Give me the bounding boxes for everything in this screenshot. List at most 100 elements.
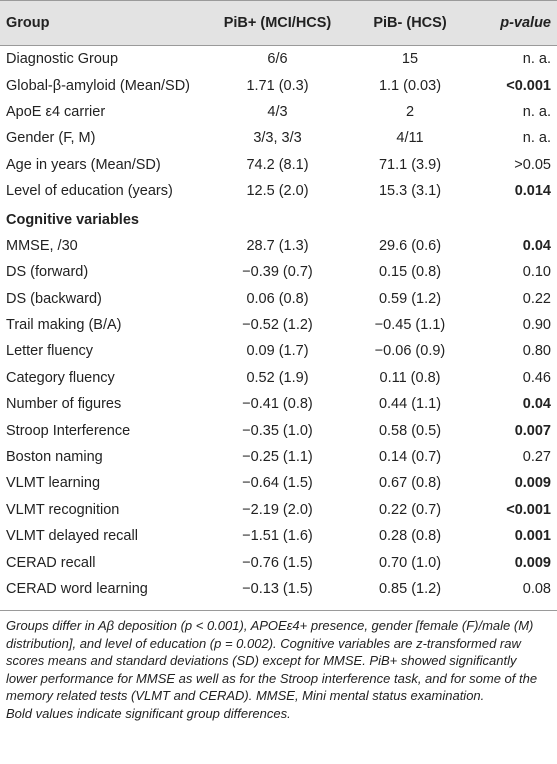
cell-p-value: 0.80	[522, 343, 551, 360]
cell-pib-negative: −0.06 (0.9)	[374, 343, 446, 360]
cell-group: Age in years (Mean/SD)	[6, 156, 161, 173]
cell-pib-negative: 15	[401, 51, 419, 68]
table-row: Gender (F, M) 3/3, 3/3 4/11 n. a.	[0, 125, 557, 151]
cell-p-value: 0.04	[522, 396, 551, 413]
footnote-text: Groups differ in Aβ deposition (p < 0.00…	[6, 618, 538, 704]
table-row: MMSE, /30 28.7 (1.3) 29.6 (0.6) 0.04	[0, 233, 557, 259]
cell-group: Category fluency	[6, 369, 115, 386]
table-row: DS (backward) 0.06 (0.8) 0.59 (1.2) 0.22	[0, 286, 557, 312]
cell-p-value: 0.27	[522, 449, 551, 466]
cell-group: MMSE, /30	[6, 237, 78, 254]
table-row: VLMT delayed recall −1.51 (1.6) 0.28 (0.8)…	[0, 523, 557, 549]
table-row: VLMT learning −0.64 (1.5) 0.67 (0.8) 0.009	[0, 470, 557, 496]
section-row-group: Cognitive variables	[0, 204, 557, 232]
cell-p-value: 0.10	[522, 264, 551, 281]
cell-pib-positive: 74.2 (8.1)	[246, 156, 309, 173]
cell-pib-negative: 0.22 (0.7)	[378, 501, 442, 518]
table-row: CERAD recall −0.76 (1.5) 0.70 (1.0) 0.009	[0, 549, 557, 575]
cell-group: ApoE ε4 carrier	[6, 103, 106, 120]
cell-group: VLMT delayed recall	[6, 528, 138, 545]
cell-group: Stroop Interference	[6, 422, 131, 439]
cell-group: Gender (F, M)	[6, 130, 96, 147]
cell-pib-negative: 2	[405, 103, 415, 120]
cell-group: Letter fluency	[6, 343, 94, 360]
cell-p-value: 0.009	[514, 475, 551, 492]
cell-pib-positive: 0.52 (1.9)	[246, 369, 309, 386]
cell-pib-negative: 0.85 (1.2)	[378, 581, 442, 597]
cell-group: Trail making (B/A)	[6, 317, 122, 334]
cell-pib-negative: 15.3 (3.1)	[378, 183, 442, 200]
cell-group: Boston naming	[6, 449, 103, 466]
table-row: Category fluency 0.52 (1.9) 0.11 (0.8) 0.46	[0, 365, 557, 391]
cell-p-value: 0.009	[514, 554, 551, 571]
cell-group: Global-β-amyloid (Mean/SD)	[6, 77, 191, 94]
footnote-divider	[0, 610, 557, 612]
table-row: DS (forward) −0.39 (0.7) 0.15 (0.8) 0.10	[0, 259, 557, 285]
cell-p-value: 0.22	[522, 290, 551, 307]
cell-group: VLMT learning	[6, 475, 101, 492]
cell-p-value: 0.014	[514, 183, 551, 200]
demographic-rows: Diagnostic Group 6/6 15 n. a. Global-β-amylo…	[0, 46, 557, 205]
cell-group: Number of figures	[6, 396, 122, 413]
cell-pib-negative: 0.11 (0.8)	[379, 369, 441, 386]
cell-group: DS (forward)	[6, 264, 89, 281]
cell-pib-negative: −0.45 (1.1)	[374, 317, 446, 334]
cell-p-value: <0.001	[506, 77, 551, 94]
table-row: Stroop Interference −0.35 (1.0) 0.58 (0.5)…	[0, 417, 557, 443]
cell-pib-positive: 0.06 (0.8)	[246, 290, 309, 307]
cell-pib-negative: 1.1 (0.03)	[378, 77, 442, 94]
cell-pib-negative: 0.59 (1.2)	[378, 290, 442, 307]
table-row: Level of education (years) 12.5 (2.0) 15.3…	[0, 178, 557, 204]
cell-pib-positive: −0.41 (0.8)	[242, 396, 313, 413]
cell-pib-negative: 0.67 (0.8)	[378, 475, 442, 492]
header-p-value: p-value	[470, 0, 557, 46]
table-row: Diagnostic Group 6/6 15 n. a.	[0, 46, 557, 73]
cell-p-value: 0.90	[522, 317, 551, 334]
cell-p-value: n. a.	[522, 51, 551, 68]
cell-pib-positive: 0.09 (1.7)	[246, 343, 309, 360]
table-row: Letter fluency 0.09 (1.7) −0.06 (0.9) 0.80	[0, 338, 557, 364]
cell-p-value: 0.08	[522, 581, 551, 597]
cell-pib-positive: −0.39 (0.7)	[242, 264, 313, 281]
cell-pib-negative: 29.6 (0.6)	[378, 237, 442, 254]
cell-pib-negative: 0.44 (1.1)	[378, 396, 442, 413]
table-row: ApoE ε4 carrier 4/3 2 n. a.	[0, 99, 557, 125]
table-row: Number of figures −0.41 (0.8) 0.44 (1.1) 0.…	[0, 391, 557, 417]
table-row: Boston naming −0.25 (1.1) 0.14 (0.7) 0.27	[0, 444, 557, 470]
cell-p-value: 0.46	[522, 369, 551, 386]
table-header: Group PiB+ (MCI/HCS) PiB- (HCS) p-value	[0, 0, 557, 46]
cell-pib-negative: 0.70 (1.0)	[378, 554, 442, 571]
cell-pib-positive: 6/6	[267, 51, 288, 68]
header-pib-positive: PiB+ (MCI/HCS)	[205, 0, 350, 46]
table-row: Age in years (Mean/SD) 74.2 (8.1) 71.1 (3.…	[0, 152, 557, 178]
table-footnotes: Groups differ in Aβ deposition (p < 0.00…	[0, 611, 557, 722]
cell-pib-negative: 0.28 (0.8)	[378, 528, 442, 545]
header-pib-negative: PiB- (HCS)	[350, 0, 470, 46]
cell-group: CERAD word learning	[6, 581, 148, 597]
cell-pib-positive: −0.52 (1.2)	[242, 317, 313, 334]
cell-p-value: 0.001	[514, 528, 551, 545]
cell-pib-positive: −0.76 (1.5)	[242, 554, 313, 571]
table-row: Trail making (B/A) −0.52 (1.2) −0.45 (1.1)…	[0, 312, 557, 338]
cell-p-value: n. a.	[522, 103, 551, 120]
cell-pib-positive: −0.35 (1.0)	[242, 422, 313, 439]
cell-pib-negative: 4/11	[396, 130, 424, 147]
cell-pib-positive: 28.7 (1.3)	[246, 237, 309, 254]
cell-pib-negative: 0.14 (0.7)	[378, 449, 442, 466]
cell-group: Level of education (years)	[6, 183, 173, 200]
cell-p-value: n. a.	[522, 130, 551, 147]
header-group: Group	[0, 0, 205, 46]
header-row: Group PiB+ (MCI/HCS) PiB- (HCS) p-value	[0, 0, 557, 46]
cell-p-value: 0.007	[514, 422, 551, 439]
table-row: Global-β-amyloid (Mean/SD) 1.71 (0.3) 1.1 …	[0, 72, 557, 98]
cell-group: Diagnostic Group	[6, 51, 119, 68]
cell-p-value: 0.04	[522, 237, 551, 254]
cell-pib-positive: −0.64 (1.5)	[242, 475, 313, 492]
cell-pib-positive: −1.51 (1.6)	[242, 528, 313, 545]
cell-group: DS (backward)	[6, 290, 102, 307]
cell-pib-positive: 4/3	[267, 103, 288, 120]
cell-pib-positive: −0.13 (1.5)	[242, 581, 313, 597]
results-table: Group PiB+ (MCI/HCS) PiB- (HCS) p-value …	[0, 0, 557, 597]
cell-pib-negative: 0.15 (0.8)	[378, 264, 442, 281]
